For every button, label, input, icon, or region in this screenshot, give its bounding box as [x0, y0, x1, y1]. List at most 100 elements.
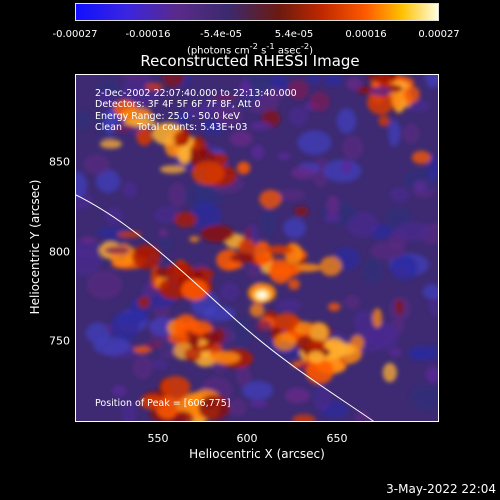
emission-blob: [136, 127, 153, 146]
emission-blob: [133, 345, 152, 354]
emission-blob: [93, 337, 132, 356]
emission-blob: [408, 345, 438, 361]
emission-blob: [259, 189, 282, 209]
emission-blob: [411, 150, 431, 165]
emission-blob: [325, 213, 340, 222]
emission-blob: [293, 321, 314, 334]
colorbar: [75, 3, 439, 21]
emission-blob: [229, 317, 252, 347]
info-time: 2-Dec-2002 22:07:40.000 to 22:13:40.000: [95, 88, 297, 99]
generation-date: 3-May-2022 22:04: [386, 482, 496, 496]
colorbar-tick: -5.4e-05: [200, 29, 242, 40]
emission-blob: [288, 106, 308, 127]
emission-blob: [427, 154, 438, 180]
emission-blob: [288, 278, 300, 290]
info-detectors: Detectors: 3F 4F 5F 6F 7F 8F, Att 0: [95, 99, 261, 110]
emission-blob: [189, 236, 200, 243]
emission-blob: [284, 387, 311, 404]
emission-blob: [168, 182, 187, 208]
emission-blob: [243, 227, 252, 241]
emission-blob: [159, 236, 174, 250]
emission-blob: [410, 385, 438, 411]
colorbar-tick: 0.00016: [345, 29, 387, 40]
info-counts: Clean Total counts: 5.43E+03: [95, 122, 248, 133]
x-axis-label: Heliocentric X (arcsec): [189, 447, 325, 461]
emission-blob: [236, 161, 251, 175]
emission-blob: [276, 299, 303, 311]
emission-blob: [236, 366, 252, 387]
y-axis-label: Heliocentric Y (arcsec): [28, 179, 42, 315]
emission-blob: [328, 302, 341, 312]
emission-blob: [336, 108, 357, 134]
emission-blob: [226, 260, 243, 270]
emission-blob: [394, 222, 431, 241]
emission-blob: [382, 362, 397, 383]
emission-blob: [413, 180, 427, 193]
emission-blob: [326, 195, 340, 215]
emission-blob: [145, 341, 164, 350]
x-tick-label: 650: [326, 432, 348, 445]
emission-blob: [305, 358, 334, 385]
emission-blob: [388, 348, 402, 357]
emission-blob: [239, 79, 252, 98]
emission-blob: [292, 414, 316, 421]
emission-blob: [209, 351, 241, 365]
emission-blob: [277, 152, 291, 161]
emission-blob: [166, 262, 195, 283]
colorbar-tick: -0.00016: [125, 29, 171, 40]
emission-blob: [353, 310, 374, 333]
emission-blob: [309, 322, 329, 344]
emission-blob: [425, 75, 438, 89]
emission-blob: [378, 114, 390, 127]
emission-blob: [80, 236, 97, 244]
emission-blob: [86, 270, 123, 300]
emission-blob: [273, 312, 300, 330]
emission-blob: [288, 79, 309, 100]
emission-blob: [229, 398, 247, 417]
emission-blob: [323, 75, 343, 86]
image-heatmap: [76, 75, 438, 421]
emission-blob: [162, 75, 185, 88]
emission-blob: [294, 205, 309, 217]
emission-blob: [184, 104, 216, 119]
colorbar-tick: 5.4e-05: [274, 29, 314, 40]
emission-blob: [200, 224, 235, 243]
emission-blob: [76, 171, 88, 199]
x-tick-label: 600: [236, 432, 258, 445]
emission-blob: [198, 395, 231, 421]
emission-blob: [121, 75, 151, 82]
emission-blob: [76, 237, 99, 259]
emission-blob: [253, 240, 272, 266]
emission-blob: [340, 159, 352, 175]
emission-blob: [268, 258, 293, 284]
emission-blob: [346, 77, 362, 91]
emission-blob: [370, 241, 405, 260]
emission-blob: [372, 308, 383, 328]
emission-blob: [121, 181, 138, 198]
emission-blob: [350, 334, 364, 351]
emission-blob: [391, 91, 403, 109]
emission-blob: [260, 207, 276, 236]
emission-blob: [110, 312, 140, 342]
emission-blob: [249, 303, 265, 318]
emission-blob: [131, 244, 161, 270]
emission-blob: [273, 333, 297, 351]
emission-blob: [174, 111, 191, 125]
emission-blob: [174, 130, 190, 147]
emission-blob: [290, 166, 315, 180]
emission-blob: [104, 246, 130, 255]
emission-blob: [297, 130, 332, 155]
emission-blob: [369, 86, 392, 97]
emission-blob: [172, 411, 194, 421]
emission-blob: [229, 130, 253, 147]
emission-blob: [250, 121, 272, 131]
emission-blob: [344, 294, 361, 310]
emission-blob: [403, 85, 420, 103]
emission-blob: [173, 211, 197, 228]
emission-blob: [276, 189, 306, 201]
emission-blob: [123, 118, 157, 128]
emission-blob: [341, 135, 364, 160]
emission-blob: [137, 296, 151, 309]
emission-blob: [251, 144, 264, 161]
emission-blob: [111, 385, 127, 397]
